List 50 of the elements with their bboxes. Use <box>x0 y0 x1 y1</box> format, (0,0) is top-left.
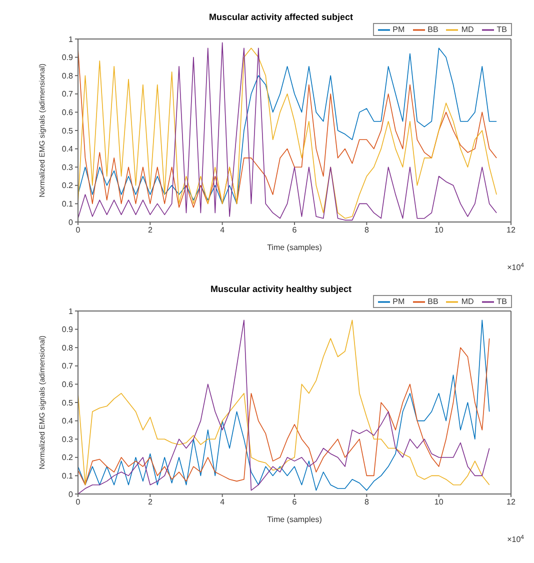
y-tick-label: 0.2 <box>62 453 74 462</box>
x-tick-label: 0 <box>76 498 81 507</box>
y-tick-label: 0.1 <box>62 472 74 481</box>
text: ×10$^{4}$ <box>507 534 525 544</box>
x-tick-label: 8 <box>364 226 370 235</box>
x-axis-title: Time (samples) <box>267 515 322 524</box>
y-tick-label: 0.4 <box>62 416 74 426</box>
legend-label: BB <box>426 25 438 34</box>
y-tick-label: 0.3 <box>62 434 74 444</box>
y-tick-label: 0.9 <box>62 53 74 62</box>
x-tick-label: 4 <box>220 226 226 235</box>
y-tick-label: 0.3 <box>62 162 74 172</box>
y-tick-label: 0.5 <box>62 126 74 136</box>
legend-label: BB <box>426 297 438 306</box>
x-tick-label: 12 <box>506 498 516 507</box>
y-tick-label: 0.7 <box>62 362 74 371</box>
legend-label: TB <box>496 25 507 34</box>
y-tick-label: 0.4 <box>62 144 74 154</box>
x-tick-label: 10 <box>434 226 444 235</box>
y-tick-label: 0.7 <box>62 90 74 99</box>
y-tick-label: 0.6 <box>62 380 74 390</box>
y-tick-label: 0.5 <box>62 398 74 408</box>
x-tick-label: 4 <box>220 498 226 507</box>
x-tick-label: 0 <box>76 226 81 235</box>
x-tick-label: 6 <box>292 226 298 235</box>
y-tick-label: 0.6 <box>62 108 74 118</box>
x-tick-label: 12 <box>506 226 516 235</box>
y-tick-label: 0 <box>68 218 74 227</box>
legend-label: PM <box>392 25 405 34</box>
y-tick-label: 0 <box>68 490 74 499</box>
x-tick-label: 8 <box>364 498 370 507</box>
x-tick-label: 10 <box>434 498 444 507</box>
legend-label: PM <box>392 297 405 306</box>
y-tick-label: 1 <box>68 306 74 316</box>
legend-label: TB <box>496 297 507 306</box>
x-tick-label: 6 <box>292 498 298 507</box>
y-tick-label: 0.8 <box>62 71 74 80</box>
x-tick-label: 2 <box>148 498 153 507</box>
y-tick-label: 0.2 <box>62 181 74 190</box>
y-tick-label: 0.1 <box>62 200 74 209</box>
text: ×10$^{4}$ <box>507 262 525 272</box>
chart-title: Muscular activity affected subject <box>208 12 354 22</box>
legend-label: MD <box>460 297 474 306</box>
x-axis-title: Time (samples) <box>267 243 322 252</box>
x-tick-label: 2 <box>148 226 153 235</box>
y-tick-label: 0.9 <box>62 325 74 334</box>
y-tick-label: 1 <box>68 34 74 44</box>
y-tick-label: 0.8 <box>62 343 74 352</box>
chart-title: Muscular activity healthy subject <box>210 284 352 294</box>
legend-label: MD <box>460 25 474 34</box>
